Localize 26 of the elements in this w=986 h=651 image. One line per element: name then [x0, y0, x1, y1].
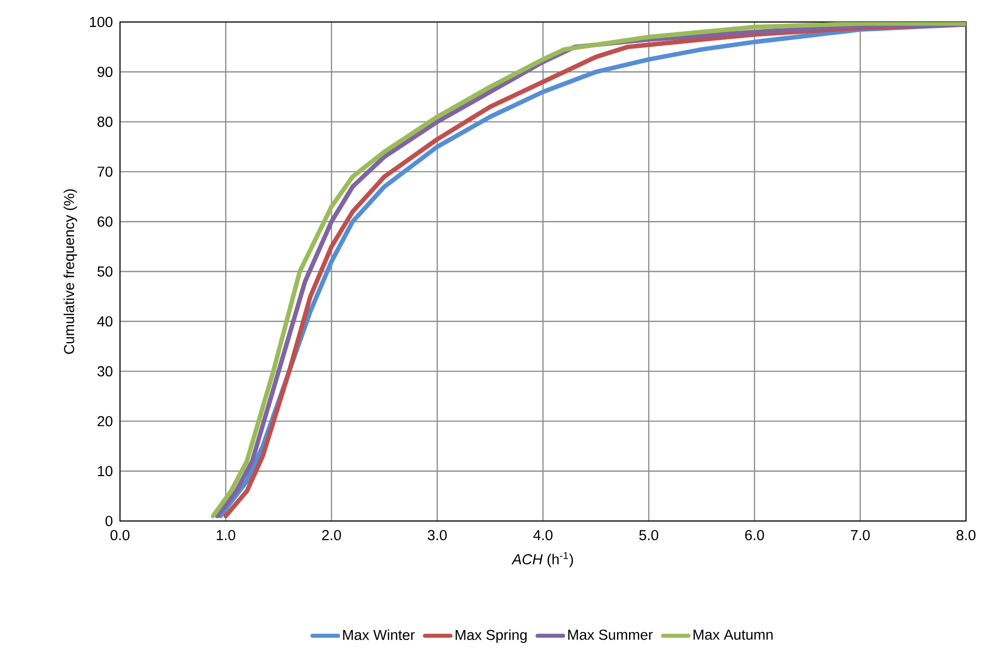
y-tick-label: 50: [97, 266, 112, 277]
x-tick-label: 5.0: [639, 530, 658, 540]
x-axis-title: ACH (h$^{-1}$): [511, 552, 573, 568]
x-tick-label: 0.0: [110, 530, 130, 540]
y-tick-label: 30: [97, 366, 112, 376]
x-tick-label: 8.0: [956, 530, 976, 540]
x-tick-label: 1.0: [216, 530, 236, 540]
y-tick-label: 100: [90, 16, 112, 28]
y-tick-label: 20: [98, 416, 112, 426]
x-tick-label: 3.0: [428, 530, 447, 540]
y-axis-title: Cumulative frequency (%): [64, 189, 78, 354]
legend-label: Max Spring: [456, 629, 527, 643]
legend-label: Max Winter: [343, 629, 415, 640]
y-tick-label: 10: [98, 466, 112, 476]
y-tick-label: 0: [106, 516, 112, 526]
y-tick-label: 90: [98, 66, 112, 78]
y-tick-label: 40: [97, 316, 112, 327]
x-tick-label: 4.0: [533, 530, 552, 540]
y-tick-label: 60: [98, 216, 112, 227]
y-tick-label: 70: [98, 166, 112, 177]
x-tick-label: 2.0: [322, 530, 341, 540]
x-tick-label: 6.0: [745, 530, 764, 540]
y-tick-label: 80: [98, 116, 112, 127]
x-tick-label: 7.0: [850, 530, 870, 540]
legend-label: Max Summer: [568, 630, 653, 640]
legend-label: Max Autumn: [694, 630, 773, 640]
